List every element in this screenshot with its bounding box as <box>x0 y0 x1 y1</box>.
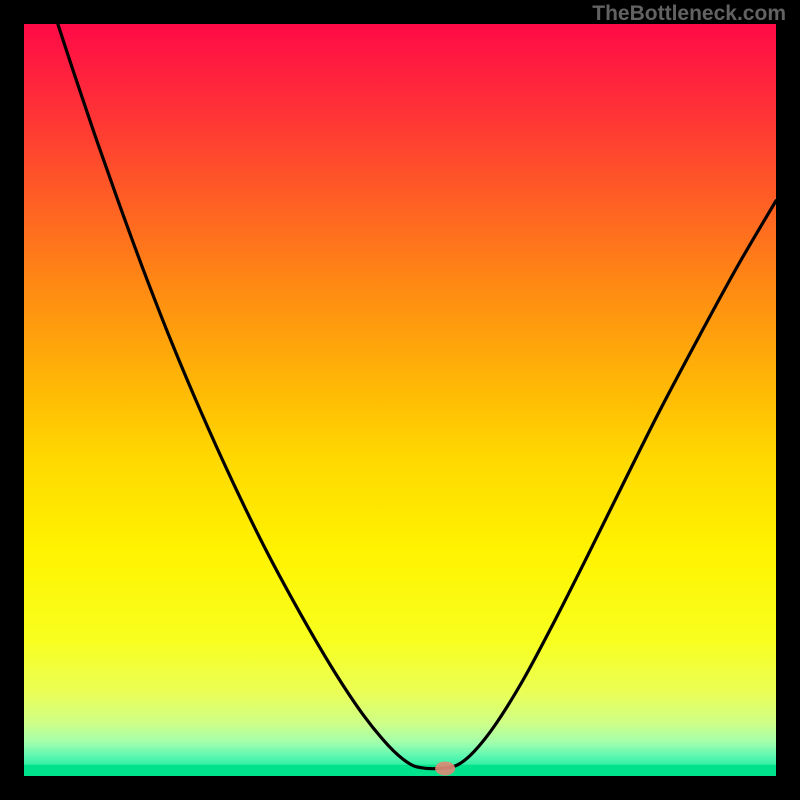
chart-frame: TheBottleneck.com <box>0 0 800 800</box>
optimum-marker <box>435 761 455 775</box>
bottom-band <box>24 765 776 776</box>
chart-plot-area <box>24 24 776 776</box>
gradient-background <box>24 24 776 776</box>
watermark-text: TheBottleneck.com <box>592 2 786 26</box>
